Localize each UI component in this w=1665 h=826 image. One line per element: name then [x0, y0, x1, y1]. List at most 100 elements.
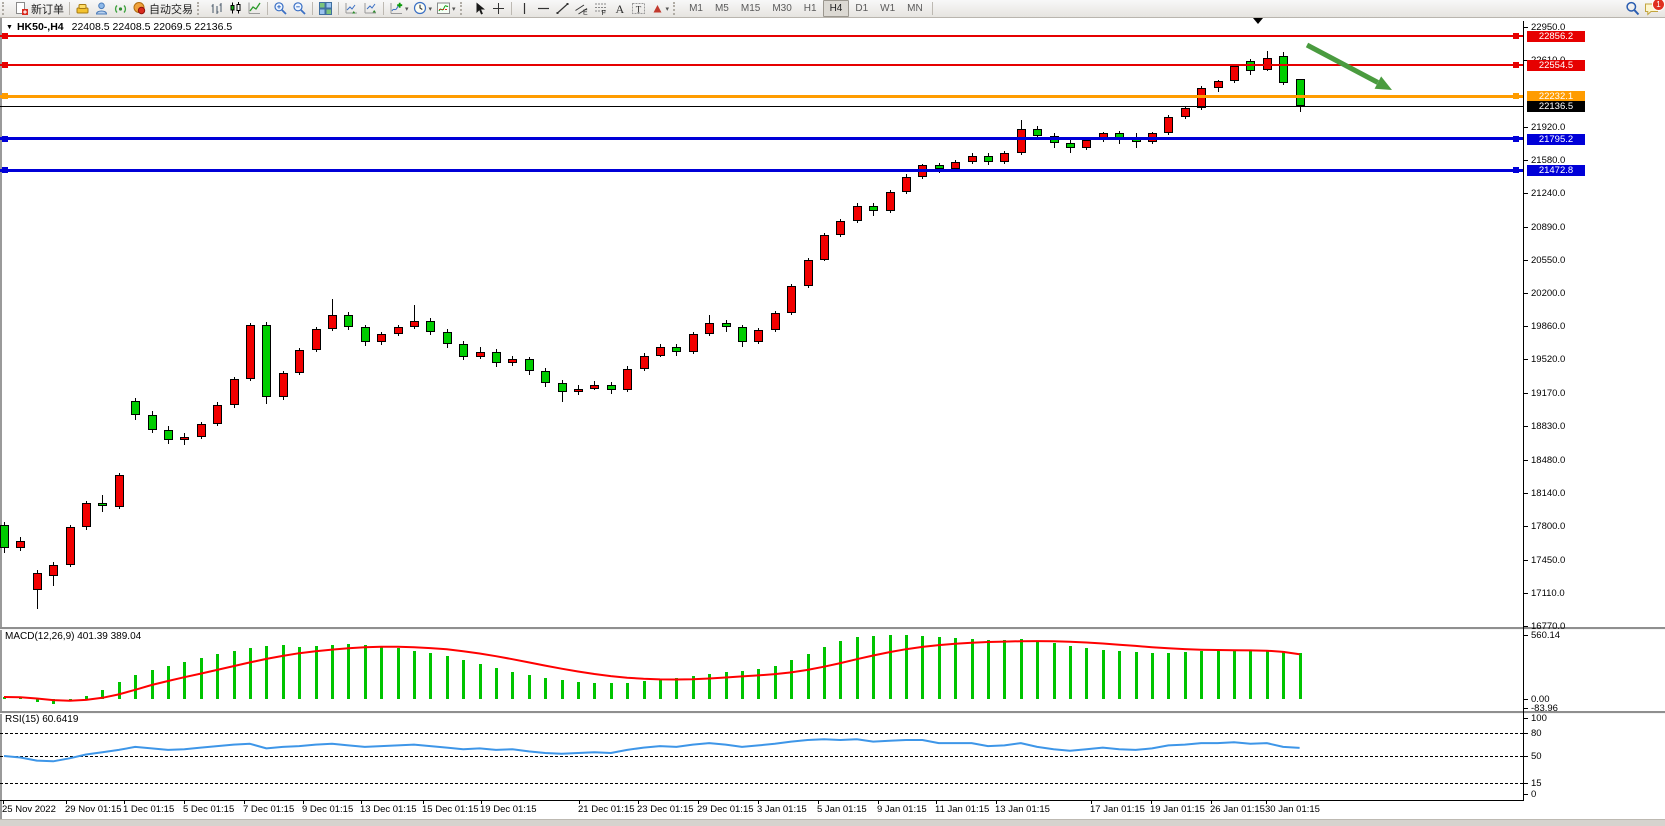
candle [0, 524, 9, 549]
price-tick [1524, 192, 1528, 194]
candle [328, 314, 337, 330]
line-handle-icon[interactable] [1513, 32, 1519, 39]
line-handle-icon[interactable] [2, 32, 8, 39]
line-handle-icon[interactable] [2, 135, 8, 142]
candle [393, 327, 403, 335]
macd-histogram-bar [167, 666, 170, 699]
candle [606, 384, 616, 391]
label-icon: T [631, 3, 645, 14]
horizontal-line-icon [537, 7, 549, 10]
price-tick-label: 16770.0 [1531, 621, 1566, 633]
date-label: 5 Jan 01:15 [817, 804, 867, 815]
channel-button[interactable]: E [572, 1, 591, 16]
candlestick-chart-button[interactable] [226, 1, 245, 16]
timeframe-h4-button[interactable]: H4 [822, 0, 850, 17]
indicators-button[interactable]: ▾ [387, 1, 411, 16]
line-handle-icon[interactable] [2, 93, 8, 100]
horizontal-line-object[interactable] [0, 64, 1523, 67]
deposit-button[interactable] [73, 1, 92, 16]
cursor-icon [476, 2, 485, 15]
community-button[interactable] [92, 1, 111, 16]
chevron-down-icon[interactable]: ▾ [665, 5, 670, 13]
chevron-down-icon[interactable]: ▾ [405, 5, 409, 13]
text-button[interactable]: A [610, 1, 629, 16]
zoom-in-icon [274, 2, 287, 15]
candle [1164, 117, 1174, 134]
zoom-out-button[interactable] [290, 1, 309, 16]
line-chart-button[interactable] [245, 1, 264, 16]
timeframe-mn-button[interactable]: MN [907, 3, 923, 14]
horizontal-line-button[interactable] [534, 1, 553, 16]
fibonacci-button[interactable]: F [591, 1, 610, 16]
line-handle-icon[interactable] [2, 167, 8, 174]
candle [49, 565, 59, 576]
price-tick-label: 17800.0 [1531, 521, 1566, 533]
macd-histogram-bar [1183, 652, 1187, 699]
macd-histogram-bar [183, 662, 187, 699]
line-handle-icon[interactable] [1513, 62, 1519, 69]
templates-button[interactable]: ▾ [434, 1, 458, 16]
horizontal-line-object[interactable] [0, 168, 1523, 172]
line-handle-icon[interactable] [1513, 135, 1519, 142]
candle [721, 322, 731, 328]
label-button[interactable]: T [629, 1, 648, 16]
macd-histogram-bar [1101, 649, 1105, 699]
macd-histogram-bar [347, 643, 351, 699]
notifications-button[interactable]: 1 [1642, 0, 1665, 16]
timeframe-d1-button[interactable]: D1 [855, 3, 869, 14]
macd-histogram-bar [1167, 652, 1171, 699]
zoom-in-button[interactable] [271, 1, 290, 16]
macd-histogram-bar [101, 689, 105, 699]
chevron-down-icon[interactable]: ▾ [452, 5, 456, 13]
bar-chart-button[interactable] [207, 1, 226, 16]
price-tick-label: 18140.0 [1531, 488, 1566, 500]
date-label: 25 Nov 2022 [2, 804, 56, 815]
chart-shift-button[interactable] [361, 1, 380, 16]
macd-histogram-bar [429, 653, 433, 699]
arrows-button[interactable]: ▾ [648, 1, 672, 16]
search-button[interactable] [1623, 1, 1642, 16]
periods-button[interactable]: ▾ [411, 1, 435, 16]
crosshair-button[interactable] [489, 1, 508, 16]
trendline-button[interactable] [553, 1, 572, 16]
line-handle-icon[interactable] [2, 62, 8, 69]
signals-button[interactable] [111, 1, 130, 16]
autotrading-button[interactable]: 自动交易 [130, 1, 195, 16]
price-tick-label: 21920.0 [1531, 121, 1566, 133]
trend-arrow-head-icon[interactable] [1374, 76, 1392, 90]
toolbar-grip [2, 2, 9, 15]
date-tick [66, 800, 67, 804]
signals-icon [114, 5, 127, 13]
rsi-level-line [0, 782, 1523, 784]
chart-dropdown-icon[interactable]: ▼ [6, 23, 13, 31]
line-handle-icon[interactable] [1513, 167, 1519, 174]
macd-histogram-bar [396, 648, 400, 699]
tile-windows-button[interactable] [316, 1, 335, 16]
timeframe-m1-button[interactable]: M1 [689, 3, 703, 14]
line-handle-icon[interactable] [1513, 93, 1519, 100]
horizontal-line-object[interactable] [0, 94, 1523, 98]
vertical-line-button[interactable] [515, 1, 534, 16]
date-tick [878, 800, 879, 804]
date-tick [361, 800, 362, 804]
timeframe-m30-button[interactable]: M30 [772, 3, 792, 14]
macd-histogram-bar [363, 645, 367, 699]
candle [1082, 140, 1092, 149]
rsi-panel-separator[interactable] [0, 711, 1665, 714]
timeframe-w1-button[interactable]: W1 [880, 3, 896, 14]
horizontal-line-object[interactable] [0, 34, 1523, 37]
auto-scroll-button[interactable] [342, 1, 361, 16]
macd-histogram-bar [970, 639, 974, 699]
macd-histogram-bar [511, 671, 515, 699]
chevron-down-icon[interactable]: ▾ [428, 5, 433, 13]
new-order-button[interactable]: 新订单 [12, 1, 66, 16]
cursor-button[interactable] [470, 1, 489, 16]
timeframe-m5-button[interactable]: M5 [714, 3, 729, 14]
timeframe-m15-button[interactable]: M15 [740, 3, 761, 14]
horizontal-line-object[interactable] [0, 137, 1523, 141]
timeframe-h1-button[interactable]: H1 [803, 3, 817, 14]
macd-panel-separator[interactable] [0, 627, 1665, 630]
date-tick [1151, 800, 1152, 804]
candle [344, 314, 354, 328]
macd-histogram-bar [1019, 639, 1023, 699]
